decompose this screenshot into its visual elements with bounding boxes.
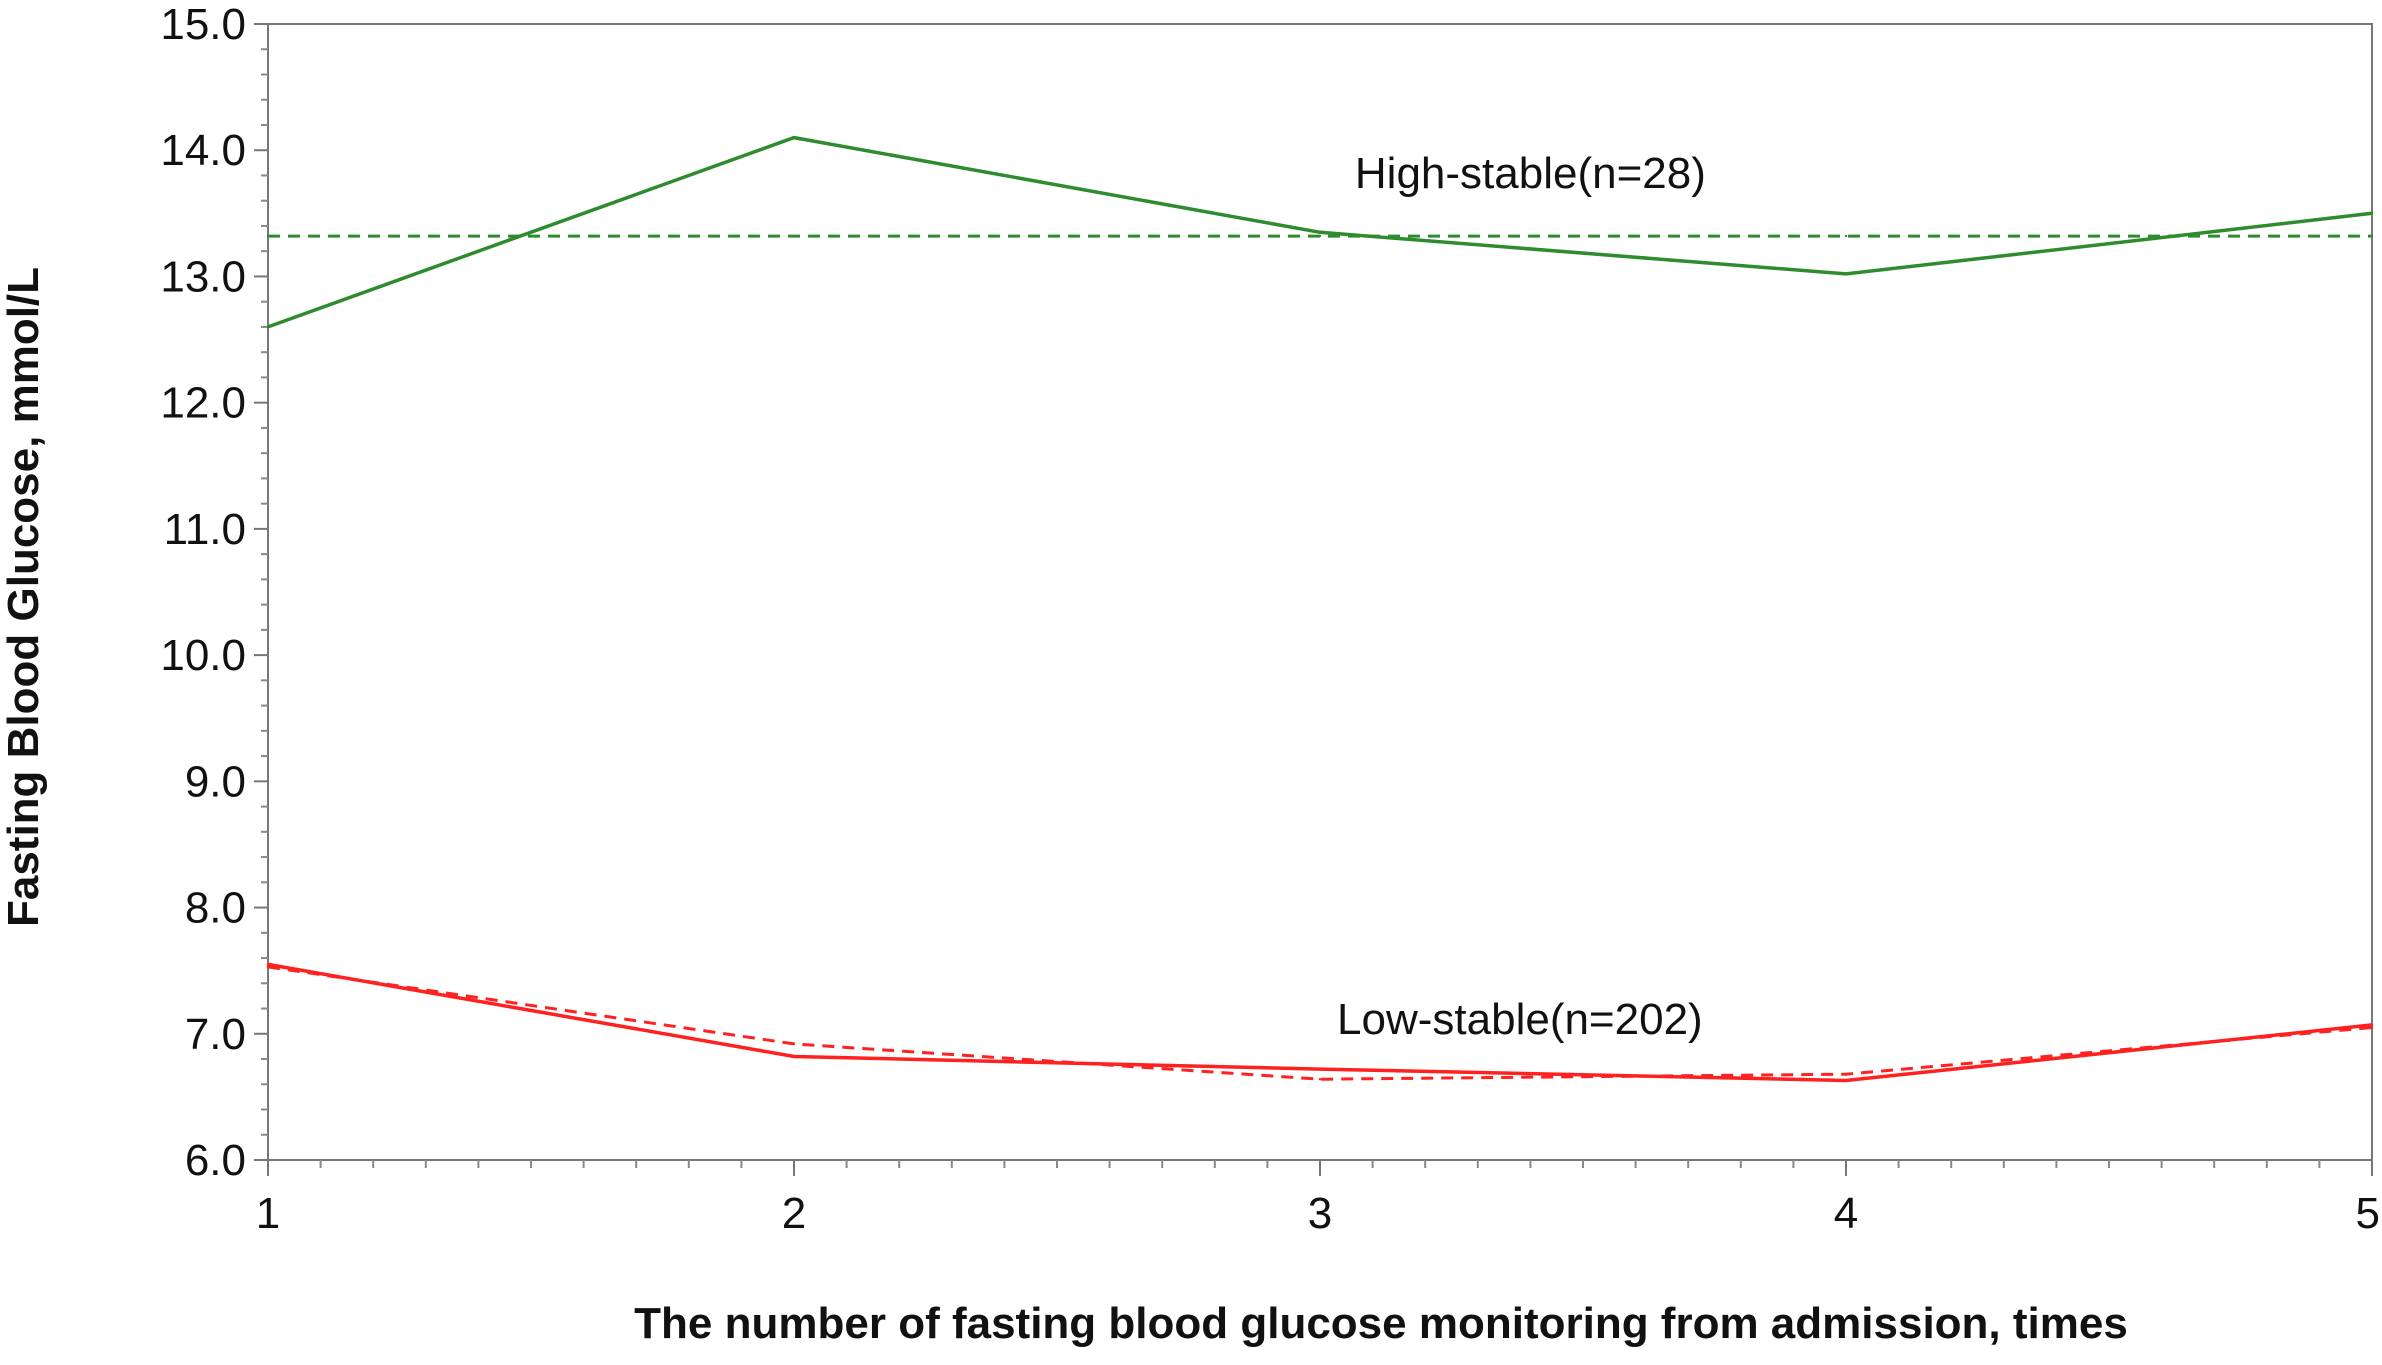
data-point bbox=[2370, 1026, 2374, 1029]
y-tick-label: 15.0 bbox=[160, 0, 246, 49]
y-tick-label: 10.0 bbox=[160, 631, 246, 680]
data-point bbox=[792, 136, 796, 139]
y-tick-label: 9.0 bbox=[185, 757, 246, 806]
series-line bbox=[267, 962, 2373, 1083]
y-tick-label: 11.0 bbox=[164, 505, 246, 554]
text-layer: 6.0 7.0 8.0 9.0 10.0 11.0 12.0 13.0 14.0 15.0 1 2 3 4… bbox=[160, 0, 2380, 1238]
y-tick-label: 7.0 bbox=[185, 1010, 246, 1059]
x-tick-label: 1 bbox=[256, 1189, 280, 1238]
series-annotation: Low-stable(n=202) bbox=[1337, 995, 1703, 1044]
data-point bbox=[792, 234, 796, 238]
y-tick-label: 12.0 bbox=[160, 379, 246, 428]
axes bbox=[254, 23, 2373, 1176]
data-point bbox=[1844, 1072, 1848, 1076]
x-tick-label: 4 bbox=[1834, 1189, 1858, 1238]
data-point bbox=[1844, 1079, 1848, 1082]
plot-frame bbox=[267, 23, 2373, 1161]
data-point bbox=[1318, 234, 1322, 238]
data-point bbox=[266, 325, 270, 329]
series-line bbox=[267, 965, 2373, 1081]
series-annotation: High-stable(n=28) bbox=[1355, 149, 1706, 198]
x-tick-label: 5 bbox=[2356, 1189, 2380, 1238]
y-axis-title: Fasting Blood Glucose, mmol/L bbox=[0, 267, 48, 927]
data-point bbox=[2370, 212, 2374, 215]
data-point bbox=[2370, 1023, 2374, 1027]
data-point bbox=[1318, 231, 1322, 234]
data-point bbox=[266, 963, 270, 966]
data-point bbox=[1844, 272, 1848, 276]
data-point bbox=[1844, 234, 1848, 238]
x-axis-title: The number of fasting blood glucose moni… bbox=[634, 1299, 2128, 1348]
y-tick-label: 13.0 bbox=[160, 252, 246, 301]
data-point bbox=[792, 1055, 796, 1058]
data-point bbox=[1318, 1067, 1322, 1071]
series-layer bbox=[266, 135, 2374, 1083]
y-tick-label: 14.0 bbox=[160, 126, 246, 175]
data-point bbox=[266, 965, 270, 969]
x-tick-label: 3 bbox=[1308, 1189, 1332, 1238]
y-tick-label: 6.0 bbox=[185, 1136, 246, 1185]
data-point bbox=[2370, 234, 2374, 238]
data-point bbox=[792, 1042, 796, 1046]
y-tick-label: 8.0 bbox=[185, 884, 246, 933]
x-tick-label: 2 bbox=[782, 1189, 806, 1238]
data-point bbox=[1318, 1078, 1322, 1081]
data-point bbox=[266, 234, 270, 238]
